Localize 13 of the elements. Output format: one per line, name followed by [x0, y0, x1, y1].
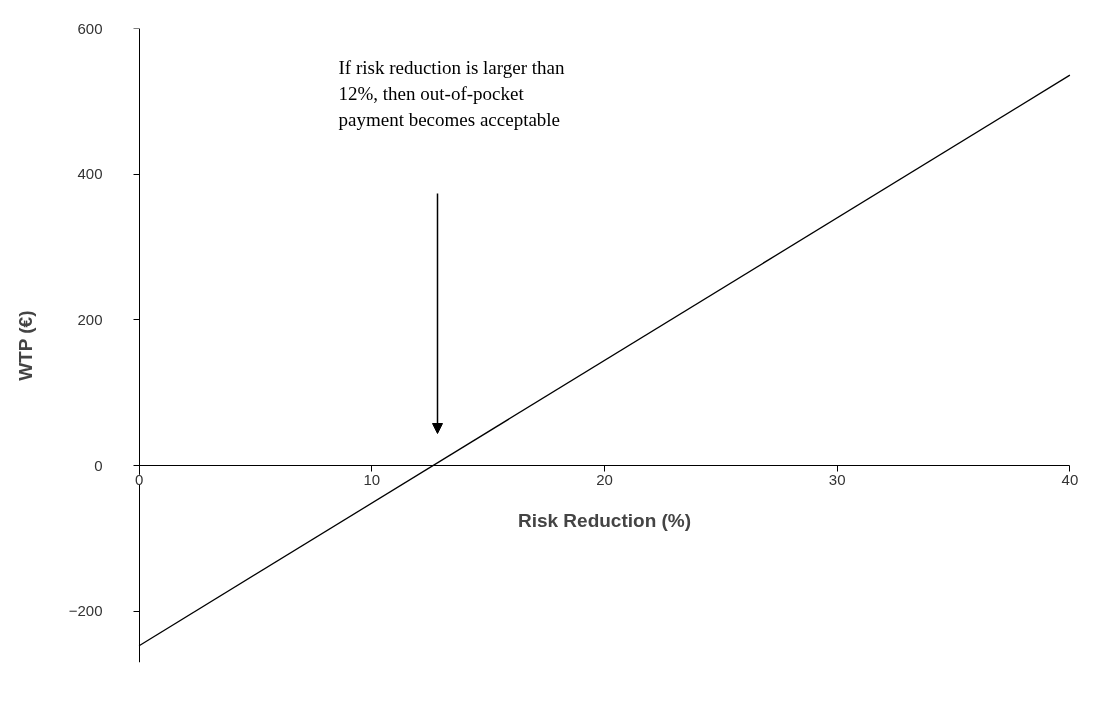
y-tick-label: 200: [77, 310, 103, 328]
y-axis-title: WTP (€): [14, 310, 36, 381]
annotation: If risk reduction is larger than 12%, then out-of-pocket payment becomes acceptable: [338, 56, 565, 130]
y-tick-label: −200: [68, 602, 103, 620]
y-tick-label: 0: [94, 456, 103, 474]
x-tick-label: 0: [134, 470, 144, 488]
x-tick-label: 10: [363, 470, 381, 488]
x-tick-label: 30: [828, 470, 846, 488]
y-tick-label: 600: [77, 19, 103, 37]
x-tick-label: 40: [1061, 470, 1079, 488]
y-tick-label: 400: [77, 165, 103, 183]
x-axis-title: Risk Reduction (%): [517, 509, 692, 531]
x-tick-label: 20: [596, 470, 613, 488]
